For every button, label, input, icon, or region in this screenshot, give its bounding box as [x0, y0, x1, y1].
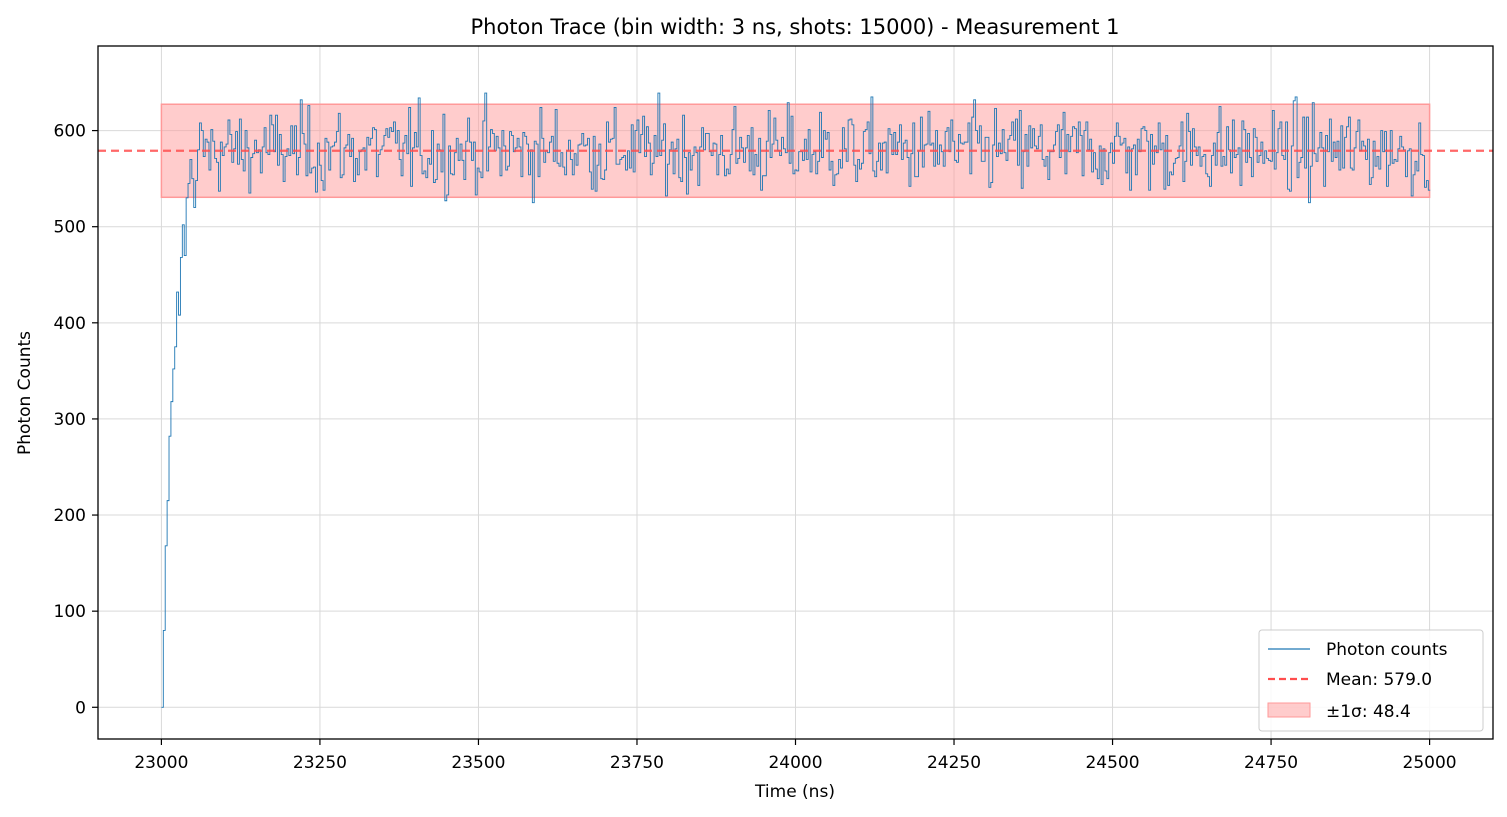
- legend-sigma-swatch: [1267, 702, 1311, 718]
- x-tick-label: 23250: [293, 753, 347, 773]
- x-tick-label: 23500: [451, 753, 505, 773]
- y-tick-label: 100: [54, 602, 86, 622]
- chart-title: Photon Trace (bin width: 3 ns, shots: 15…: [470, 15, 1119, 39]
- x-tick-label: 25000: [1403, 753, 1457, 773]
- y-tick-label: 200: [54, 506, 86, 526]
- legend: Photon counts Mean: 579.0 ±1σ: 48.4: [1258, 629, 1484, 732]
- y-tick-label: 600: [54, 122, 86, 142]
- x-tick-label: 24000: [768, 753, 822, 773]
- y-tick-label: 300: [54, 410, 86, 430]
- y-tick-label: 0: [75, 698, 86, 718]
- legend-mean-label: Mean: 579.0: [1326, 670, 1432, 690]
- legend-trace-label: Photon counts: [1326, 640, 1448, 660]
- x-tick-label: 24750: [1244, 753, 1298, 773]
- x-tick-label: 23000: [134, 753, 188, 773]
- ticks: 23000 23250 23500 23750 24000 24250 24500 24750…: [54, 122, 1457, 773]
- x-tick-label: 24500: [1085, 753, 1139, 773]
- legend-frame: [1258, 629, 1484, 732]
- trace-layer: [161, 92, 1431, 708]
- y-tick-label: 500: [54, 218, 86, 238]
- legend-sigma-label: ±1σ: 48.4: [1326, 702, 1411, 722]
- y-axis-label: Photon Counts: [15, 331, 35, 455]
- y-tick-label: 400: [54, 314, 86, 334]
- x-tick-label: 24250: [927, 753, 981, 773]
- x-tick-label: 23750: [610, 753, 664, 773]
- photon-counts-trace: [161, 92, 1431, 708]
- x-axis-label: Time (ns): [754, 782, 835, 802]
